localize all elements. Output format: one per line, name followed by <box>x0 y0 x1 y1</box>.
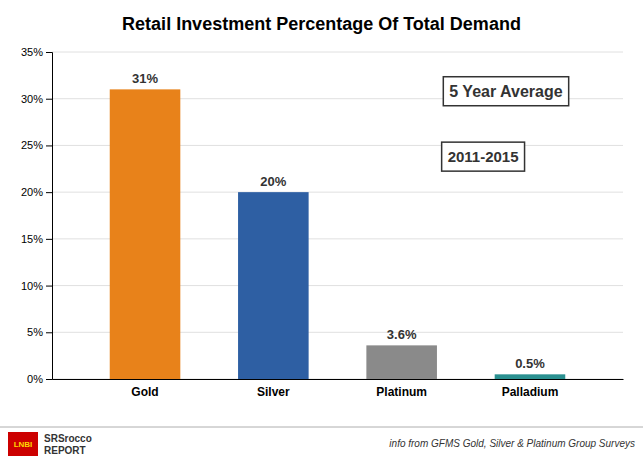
y-tick-label: 15% <box>21 233 43 245</box>
bars <box>110 89 566 379</box>
x-tick: Silver <box>257 385 290 399</box>
y-axis: 0% 5% 10% 15% 20% 25% 30% 35% <box>21 46 53 385</box>
y-tick-mark <box>46 52 52 53</box>
data-labels: 31% 20% 3.6% 0.5% <box>132 71 545 371</box>
annotation-text: 5 Year Average <box>449 83 562 100</box>
bar <box>366 345 437 379</box>
plot-area: 0% 5% 10% 15% 20% 25% 30% 35% Gold Silver Platinum… <box>21 46 624 399</box>
x-tick-label: Gold <box>131 385 158 399</box>
y-axis-line <box>46 53 53 380</box>
x-tick-label: Palladium <box>502 385 559 399</box>
y-tick-label: 35% <box>21 46 43 58</box>
y-tick-label: 10% <box>21 280 43 292</box>
grid-line <box>52 52 623 53</box>
bar <box>238 192 309 379</box>
y-tick: 35% <box>21 46 52 58</box>
y-tick: 0% <box>27 373 52 385</box>
y-tick-mark <box>46 286 52 287</box>
bar <box>110 89 181 379</box>
y-tick-mark <box>46 332 52 333</box>
y-tick: 25% <box>21 139 52 151</box>
chart: Retail Investment Percentage Of Total De… <box>0 0 643 461</box>
data-label: 20% <box>260 174 286 189</box>
logo-text: SRSrocco <box>44 433 92 444</box>
y-tick: 15% <box>21 233 52 245</box>
y-tick-mark <box>46 239 52 240</box>
y-tick-label: 0% <box>27 373 43 385</box>
x-tick-label: Platinum <box>376 385 427 399</box>
data-label: 31% <box>132 71 158 86</box>
x-axis: Gold Silver Platinum Palladium <box>53 380 624 399</box>
annotation-box <box>443 77 568 106</box>
y-tick-mark <box>46 99 52 100</box>
x-tick: Gold <box>131 385 158 399</box>
logo-box <box>8 432 38 456</box>
y-tick: 10% <box>21 280 52 292</box>
footer-logo: LNBI SRSroccoREPORT <box>8 432 92 456</box>
annotation-text: 2011-2015 <box>448 148 519 165</box>
x-tick: Platinum <box>376 385 427 399</box>
y-tick: 20% <box>21 186 52 198</box>
data-label: 3.6% <box>387 327 417 342</box>
y-tick-mark <box>46 192 52 193</box>
annotation: 5 Year Average <box>443 77 568 106</box>
y-tick-label: 20% <box>21 186 43 198</box>
logo-text: LNBI <box>14 440 33 449</box>
y-tick-mark <box>46 379 52 380</box>
x-axis-line <box>53 379 624 380</box>
annotation: 2011-2015 <box>442 142 525 171</box>
y-tick: 5% <box>27 326 52 338</box>
logo-text: REPORT <box>44 445 86 456</box>
title: Retail Investment Percentage Of Total De… <box>122 14 521 34</box>
annotation-box <box>442 142 525 171</box>
y-tick-label: 30% <box>21 93 43 105</box>
y-tick-label: 5% <box>27 326 43 338</box>
data-label: 0.5% <box>515 356 545 371</box>
x-tick-label: Silver <box>257 385 290 399</box>
y-tick: 30% <box>21 93 52 105</box>
grid <box>52 52 623 379</box>
y-tick-label: 25% <box>21 139 43 151</box>
footer-divider <box>0 427 643 428</box>
y-tick-mark <box>46 145 52 146</box>
x-tick: Palladium <box>502 385 559 399</box>
footer-source: info from GFMS Gold, Silver & Platinum G… <box>389 438 635 449</box>
bar <box>495 374 566 379</box>
